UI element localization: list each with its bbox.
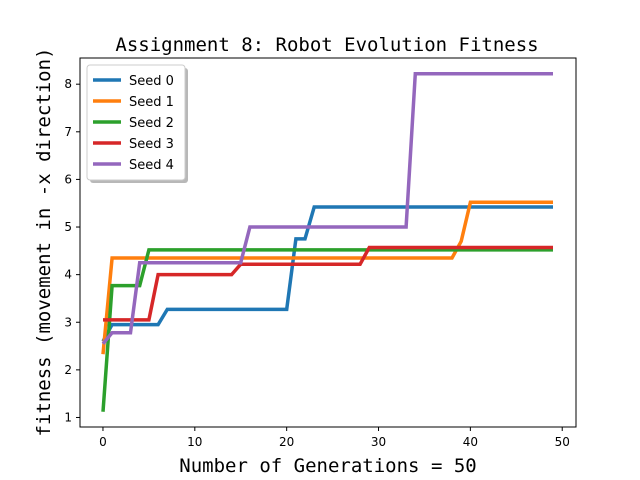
y-tick-label: 1: [64, 410, 72, 424]
series-line-seed-2: [101, 248, 553, 412]
x-tick-label: 0: [99, 435, 107, 449]
axes-frame: [79, 57, 577, 428]
series-line-seed-0: [101, 205, 553, 343]
legend-label-seed-0: Seed 0: [129, 74, 174, 89]
y-tick-label: 2: [64, 363, 72, 377]
legend-label-seed-1: Seed 1: [129, 95, 174, 110]
y-tick-label: 3: [64, 315, 72, 329]
y-axis-ticks: 1 2 3 4 5 6 7 8: [64, 77, 80, 424]
series-line-seed-4: [101, 71, 553, 345]
y-tick-label: 6: [64, 172, 72, 186]
series-line-seed-3: [103, 245, 553, 322]
legend: Seed 0 Seed 1 Seed 2 Seed 3 Seed 4: [86, 64, 188, 183]
y-tick-label: 5: [64, 220, 72, 234]
y-tick-label: 4: [64, 268, 72, 282]
x-tick-label: 30: [371, 435, 386, 449]
x-tick-label: 40: [463, 435, 478, 449]
y-tick-label: 8: [64, 77, 72, 91]
legend-label-seed-2: Seed 2: [129, 116, 174, 131]
x-tick-label: 10: [187, 435, 202, 449]
chart-title: Assignment 8: Robot Evolution Fitness: [115, 34, 538, 56]
y-axis-label: fitness (movement in -x direction): [33, 48, 55, 437]
y-tick-label: 7: [64, 125, 72, 139]
x-tick-label: 50: [555, 435, 570, 449]
plot-area: [101, 71, 553, 412]
legend-label-seed-3: Seed 3: [129, 137, 174, 152]
legend-label-seed-4: Seed 4: [129, 158, 174, 173]
x-tick-label: 20: [279, 435, 294, 449]
x-axis-label: Number of Generations = 50: [179, 455, 476, 477]
x-axis-ticks: 0 10 20 30 40 50: [99, 427, 570, 449]
legend-box: [86, 64, 186, 181]
